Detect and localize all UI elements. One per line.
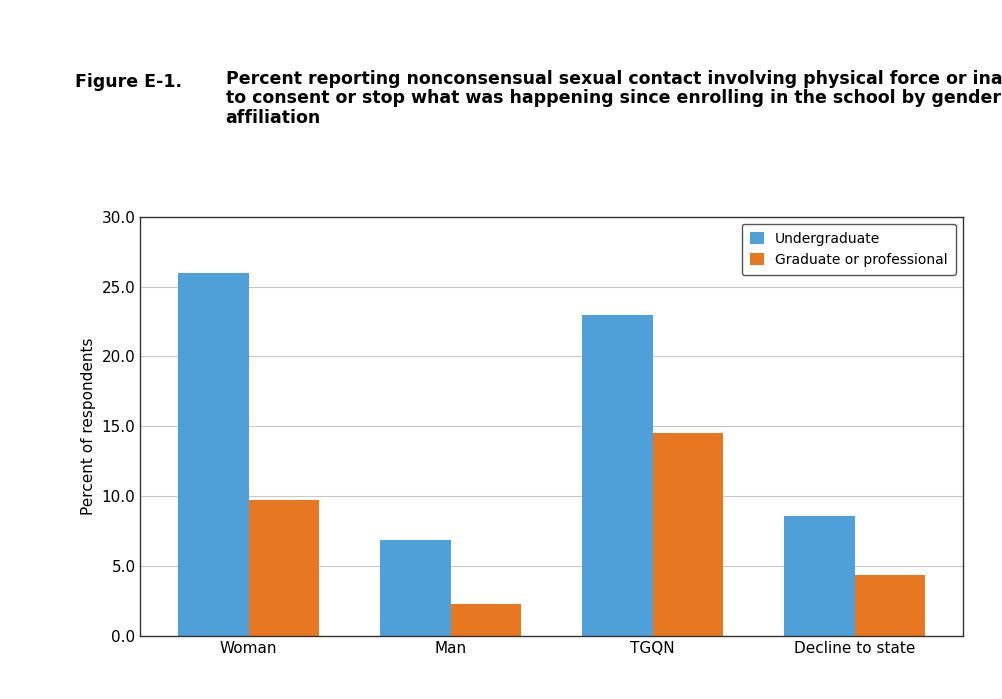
- Y-axis label: Percent of respondents: Percent of respondents: [81, 338, 96, 515]
- Legend: Undergraduate, Graduate or professional: Undergraduate, Graduate or professional: [740, 224, 955, 275]
- Bar: [652, 433, 722, 636]
- Bar: [450, 604, 521, 636]
- Bar: [380, 540, 450, 636]
- Text: Percent reporting nonconsensual sexual contact involving physical force or inabi: Percent reporting nonconsensual sexual c…: [225, 70, 1002, 88]
- Text: to consent or stop what was happening since enrolling in the school by gender an: to consent or stop what was happening si…: [225, 89, 1002, 108]
- Text: affiliation: affiliation: [225, 109, 321, 127]
- Bar: [854, 575, 925, 636]
- Text: Figure E-1.: Figure E-1.: [75, 73, 182, 92]
- Bar: [581, 315, 652, 636]
- Bar: [784, 516, 854, 636]
- Bar: [177, 273, 248, 636]
- Bar: [248, 500, 319, 636]
